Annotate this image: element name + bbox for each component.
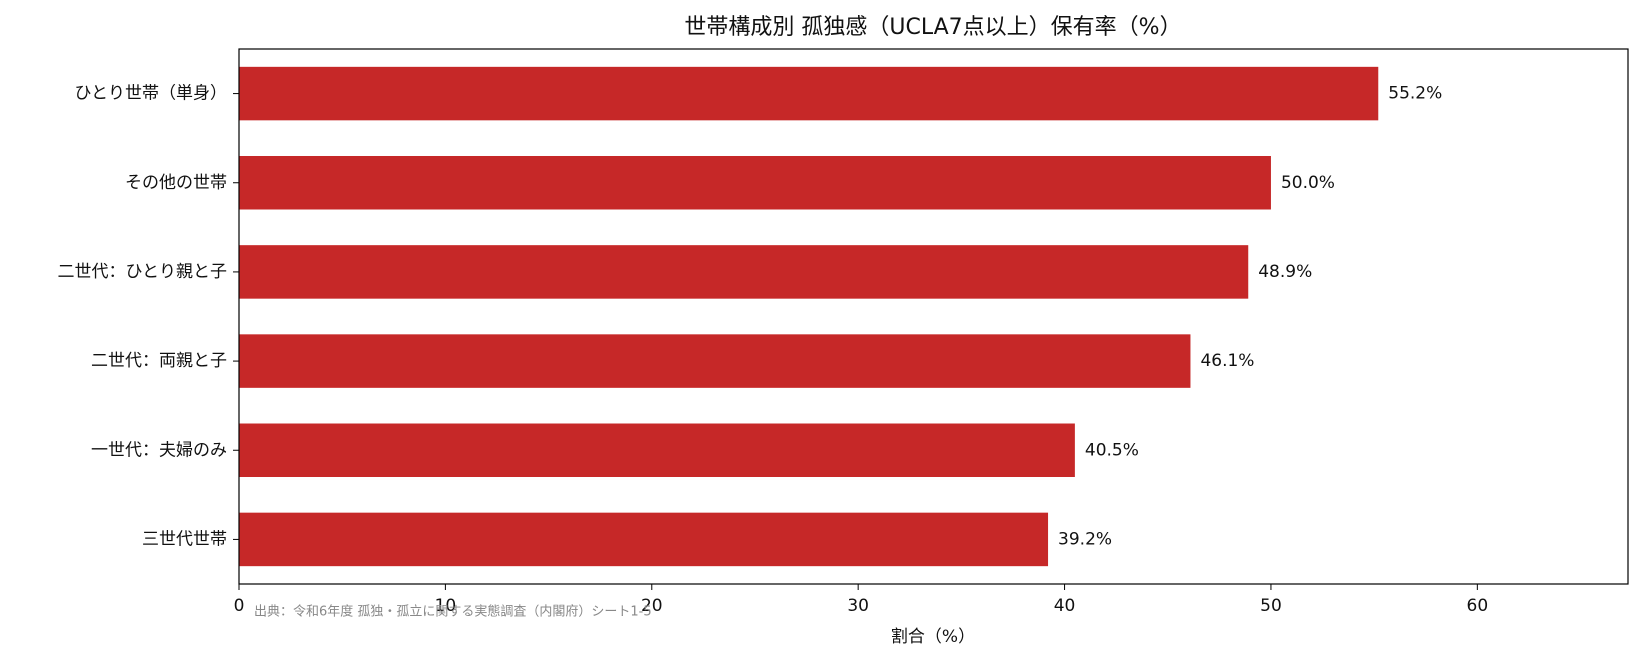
y-tick-label: その他の世帯 — [125, 173, 227, 193]
x-tick-label: 50 — [1260, 596, 1282, 616]
bar — [239, 512, 1049, 567]
bar — [239, 423, 1075, 477]
value-label: 55.2% — [1388, 84, 1442, 104]
y-tick-label: 二世代：ひとり親と子 — [58, 262, 228, 282]
x-tick-label: 60 — [1467, 596, 1489, 616]
value-label: 46.1% — [1200, 351, 1254, 371]
x-tick-label: 30 — [847, 596, 869, 616]
bar — [239, 66, 1379, 121]
y-tick-label: 三世代世帯 — [142, 529, 227, 549]
y-tick-label: 一世代：夫婦のみ — [91, 440, 227, 460]
bar — [239, 156, 1271, 210]
x-tick-label: 0 — [234, 596, 245, 616]
y-tick-label: 二世代：両親と子 — [91, 351, 227, 371]
x-tick-label: 10 — [435, 596, 457, 616]
bar — [239, 245, 1249, 299]
x-tick-label: 20 — [641, 596, 663, 616]
bar — [239, 334, 1191, 388]
plot-frame — [238, 48, 1629, 585]
value-label: 39.2% — [1058, 529, 1112, 549]
source-note: 出典：令和6年度 孤独・孤立に関する実態調査（内閣府）シート1-5 — [254, 604, 652, 620]
x-axis-label: 割合（%） — [891, 627, 975, 647]
chart-title: 世帯構成別 孤独感（UCLA7点以上）保有率（%） — [684, 15, 1181, 40]
value-label: 48.9% — [1258, 262, 1312, 282]
y-tick-label: ひとり世帯（単身） — [75, 84, 228, 104]
value-label: 40.5% — [1085, 440, 1139, 460]
value-label: 50.0% — [1281, 173, 1335, 193]
x-tick-label: 40 — [1054, 596, 1076, 616]
